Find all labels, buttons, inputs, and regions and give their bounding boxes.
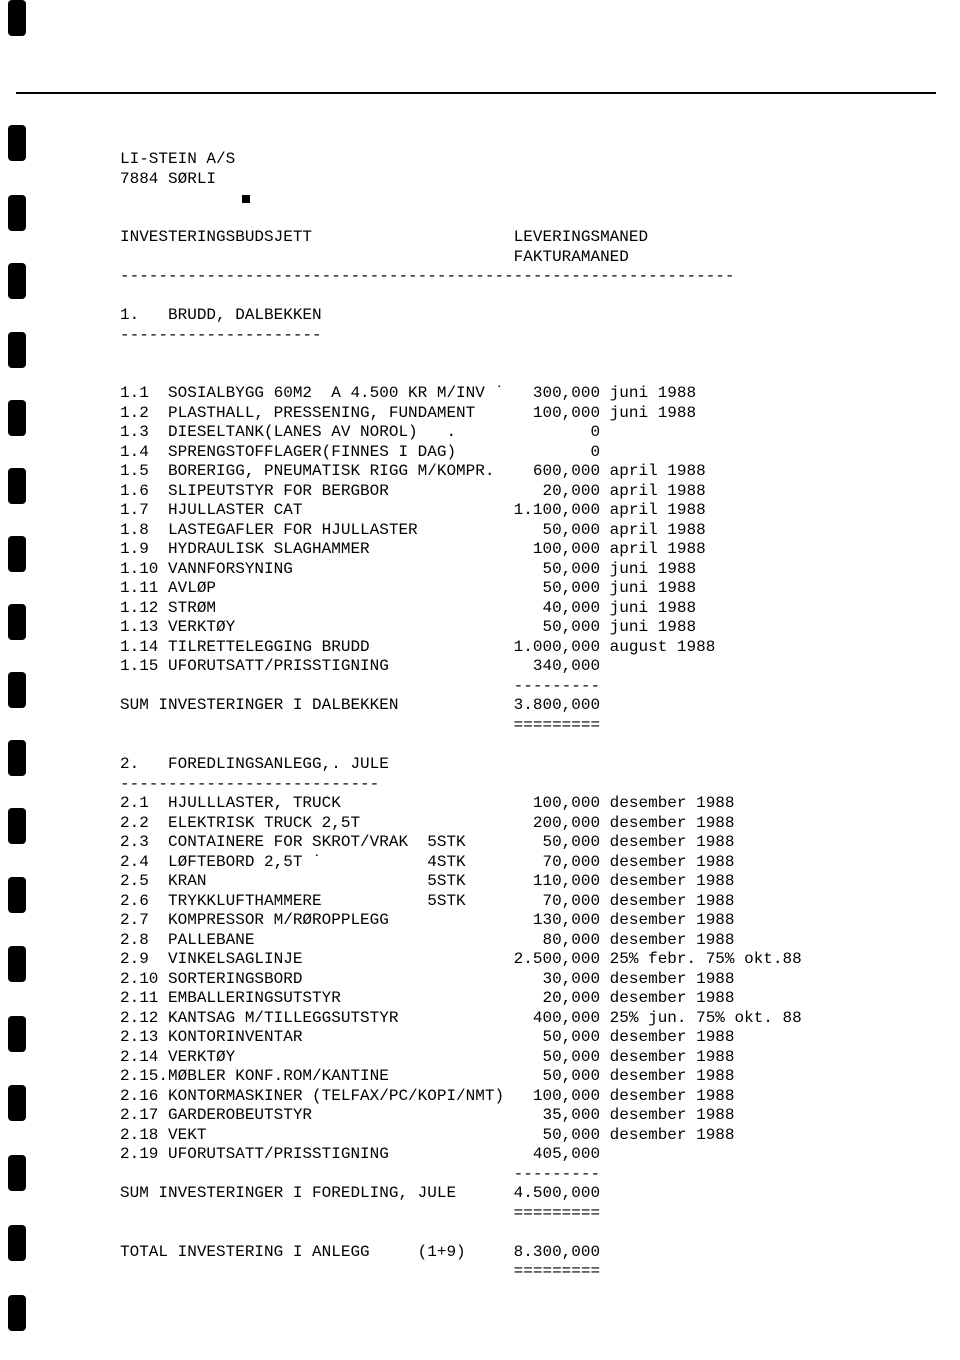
binding-punch xyxy=(8,1016,26,1052)
binding-punch xyxy=(8,946,26,982)
binding-strip xyxy=(0,0,34,1360)
binding-punch xyxy=(8,808,26,844)
binding-punch xyxy=(8,332,26,368)
binding-punch xyxy=(8,536,26,572)
binding-punch xyxy=(8,1225,26,1261)
binding-punch xyxy=(8,125,26,161)
binding-punch xyxy=(8,604,26,640)
binding-punch xyxy=(8,672,26,708)
binding-punch xyxy=(8,1085,26,1121)
binding-punch xyxy=(8,400,26,436)
binding-punch xyxy=(8,468,26,504)
binding-punch xyxy=(8,877,26,913)
binding-punch xyxy=(8,1155,26,1191)
binding-punch xyxy=(8,1295,26,1331)
binding-punch xyxy=(8,740,26,776)
binding-punch xyxy=(8,0,26,36)
document-body: LI-STEIN A/S 7884 SØRLI INVESTERINGSBUDS… xyxy=(120,150,940,1282)
top-horizontal-rule xyxy=(16,92,936,94)
binding-punch xyxy=(8,195,26,231)
binding-punch xyxy=(8,263,26,299)
